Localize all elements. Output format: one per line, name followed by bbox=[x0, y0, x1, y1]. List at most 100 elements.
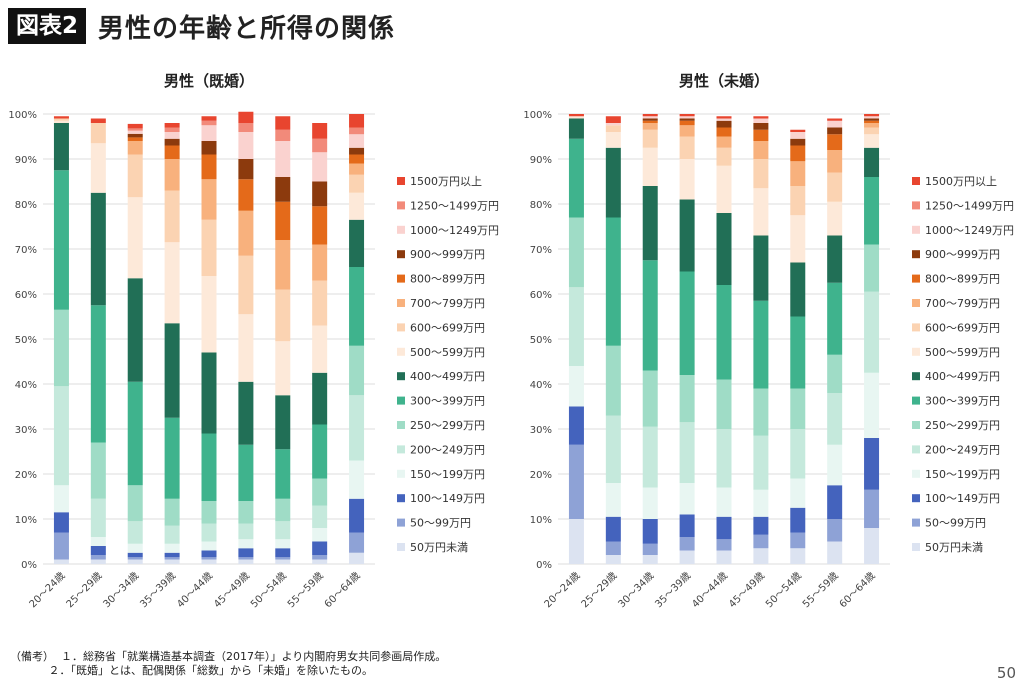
bar-segment bbox=[716, 213, 732, 285]
bar-segment bbox=[201, 523, 217, 542]
bar-segment bbox=[127, 543, 143, 553]
bar-segment bbox=[568, 114, 584, 117]
bar-segment bbox=[753, 534, 769, 549]
y-tick-label: 50% bbox=[530, 335, 552, 346]
bar-segment bbox=[275, 557, 291, 560]
bar-segment bbox=[349, 174, 365, 193]
legend-swatch bbox=[912, 274, 920, 283]
bar-segment bbox=[827, 485, 843, 519]
bar-segment bbox=[864, 114, 880, 117]
bar-segment bbox=[864, 127, 880, 135]
bar-segment bbox=[679, 271, 695, 375]
bar-segment bbox=[238, 559, 254, 564]
legend-label: 800～899万円 bbox=[925, 273, 1000, 286]
y-tick-label: 80% bbox=[530, 200, 552, 211]
bar-segment bbox=[827, 134, 843, 150]
bar-segment bbox=[605, 516, 621, 542]
bar-segment bbox=[238, 179, 254, 211]
bar-segment bbox=[605, 541, 621, 555]
bar-segment bbox=[349, 267, 365, 346]
bar-segment bbox=[716, 118, 732, 121]
bar-segment bbox=[753, 123, 769, 130]
bar-segment bbox=[90, 305, 106, 443]
bar-segment bbox=[679, 136, 695, 159]
bar-segment bbox=[275, 116, 291, 130]
bar-segment bbox=[790, 186, 806, 216]
legend-swatch bbox=[912, 396, 920, 405]
legend-label: 1500万円以上 bbox=[410, 175, 482, 188]
bar-segment bbox=[53, 120, 69, 123]
legend-label: 300～399万円 bbox=[410, 395, 485, 408]
notes: （備考） １．総務省「就業構造基本調査（2017年）」より内閣府男女共同参画局作… bbox=[10, 650, 446, 678]
bar-segment bbox=[753, 435, 769, 490]
bar-segment bbox=[827, 354, 843, 393]
bar-segment bbox=[312, 559, 328, 564]
x-tick-label: 40～44歳 bbox=[174, 570, 215, 611]
bar-segment bbox=[605, 116, 621, 123]
page-title: 男性の年齢と所得の関係 bbox=[98, 13, 396, 44]
notes-prefix: （備考） bbox=[10, 650, 54, 663]
bar-segment bbox=[864, 244, 880, 292]
bar-segment bbox=[827, 541, 843, 564]
bar-segment bbox=[201, 179, 217, 220]
bar-segment bbox=[201, 433, 217, 501]
bar-segment bbox=[275, 177, 291, 202]
bar-segment bbox=[753, 489, 769, 517]
bar-segment bbox=[349, 552, 365, 564]
legend-swatch bbox=[397, 445, 405, 454]
bar-segment bbox=[790, 532, 806, 549]
bar-segment bbox=[864, 147, 880, 177]
bar-segment bbox=[90, 123, 106, 144]
x-tick-label: 50～54歳 bbox=[763, 570, 804, 611]
bar-segment bbox=[312, 152, 328, 182]
x-tick-label: 30～34歳 bbox=[101, 570, 142, 611]
x-tick-label: 45～49歳 bbox=[211, 570, 252, 611]
bar-segment bbox=[753, 548, 769, 564]
bar-segment bbox=[864, 438, 880, 490]
legend-swatch bbox=[397, 543, 405, 551]
bar-segment bbox=[790, 215, 806, 263]
legend-label: 300～399万円 bbox=[925, 395, 1000, 408]
legend-swatch bbox=[397, 250, 405, 259]
y-tick-label: 10% bbox=[15, 515, 37, 526]
chart-married: 男性（既婚） 0% 10% 20% 30% 40% 50% 60% 70% 80% 90% 100% 2… bbox=[8, 72, 499, 611]
bar-segment bbox=[53, 123, 69, 171]
bar-segment bbox=[53, 118, 69, 121]
bar-segment bbox=[201, 550, 217, 558]
bar-segment bbox=[679, 514, 695, 537]
bar-segment bbox=[201, 352, 217, 434]
bar-segment bbox=[753, 129, 769, 141]
bar-segment bbox=[790, 129, 806, 132]
bar-segment bbox=[312, 138, 328, 153]
bar-segment bbox=[201, 154, 217, 180]
bar-segment bbox=[716, 285, 732, 380]
legend-swatch bbox=[912, 543, 920, 551]
bar-segment bbox=[164, 127, 180, 132]
legend-label: 150～199万円 bbox=[410, 468, 485, 481]
bar-segment bbox=[201, 219, 217, 276]
bar-segment bbox=[753, 141, 769, 159]
bar-segment bbox=[349, 192, 365, 220]
bar-segment bbox=[275, 539, 291, 549]
bar-segment bbox=[164, 323, 180, 418]
bar-segment bbox=[864, 120, 880, 123]
bar-segment bbox=[642, 129, 658, 148]
bar-segment bbox=[568, 287, 584, 366]
legend-swatch bbox=[397, 225, 405, 234]
legend-swatch bbox=[912, 494, 920, 503]
bar-segment bbox=[642, 186, 658, 261]
bar-segment bbox=[716, 550, 732, 564]
bar-segment bbox=[790, 316, 806, 389]
bar-segment bbox=[679, 537, 695, 551]
y-tick-label: 20% bbox=[15, 470, 37, 481]
legend-swatch bbox=[912, 323, 920, 332]
bar-segment bbox=[275, 240, 291, 290]
header: 図表2 男性の年齢と所得の関係 bbox=[8, 6, 395, 46]
bar-segment bbox=[827, 118, 843, 121]
bar-segment bbox=[201, 559, 217, 564]
bar-segment bbox=[790, 132, 806, 139]
bar-segment bbox=[238, 123, 254, 132]
bar-segment bbox=[642, 426, 658, 488]
bar-segment bbox=[605, 345, 621, 416]
bar-segment bbox=[568, 366, 584, 407]
